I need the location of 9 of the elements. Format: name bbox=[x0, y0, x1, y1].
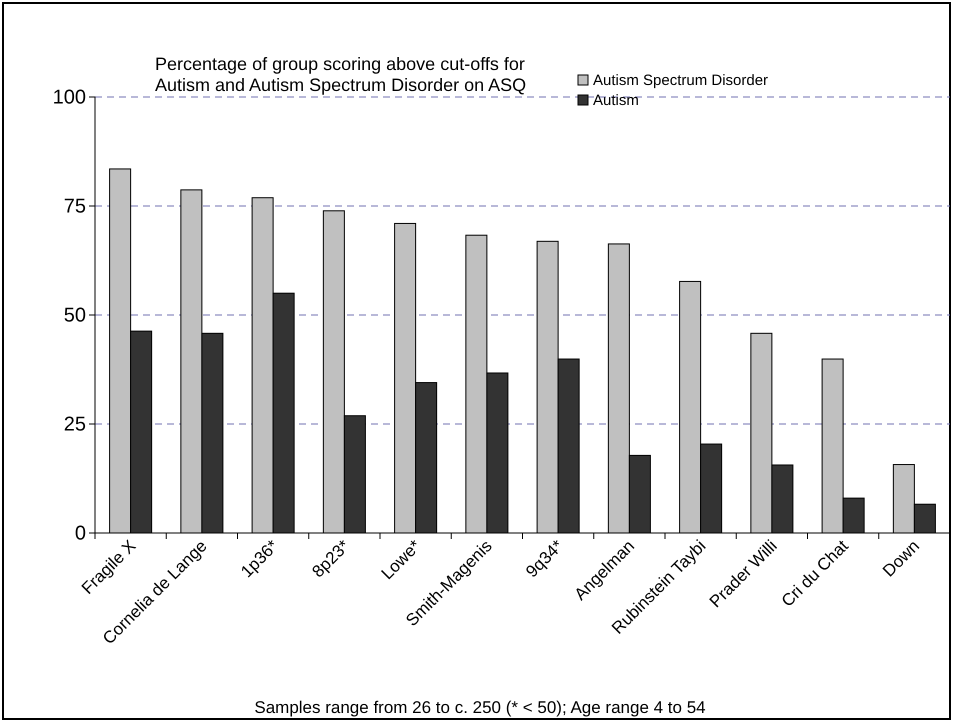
legend-label: Autism bbox=[593, 92, 639, 109]
chart-title: Percentage of group scoring above cut-offs for Autism and Autism Spectrum Disorder on ASQ bbox=[155, 54, 526, 95]
y-tick-label: 25 bbox=[64, 413, 86, 436]
y-tick-label: 0 bbox=[74, 522, 86, 544]
legend-label: Autism Spectrum Disorder bbox=[593, 72, 768, 89]
text: Samples range from 26 to c. 250 (* < 50); Age range 4 to 54 bbox=[254, 698, 706, 717]
y-tick-label: 75 bbox=[64, 195, 86, 218]
y-tick-label: 100 bbox=[52, 86, 86, 108]
y-tick-label: 50 bbox=[64, 304, 86, 326]
